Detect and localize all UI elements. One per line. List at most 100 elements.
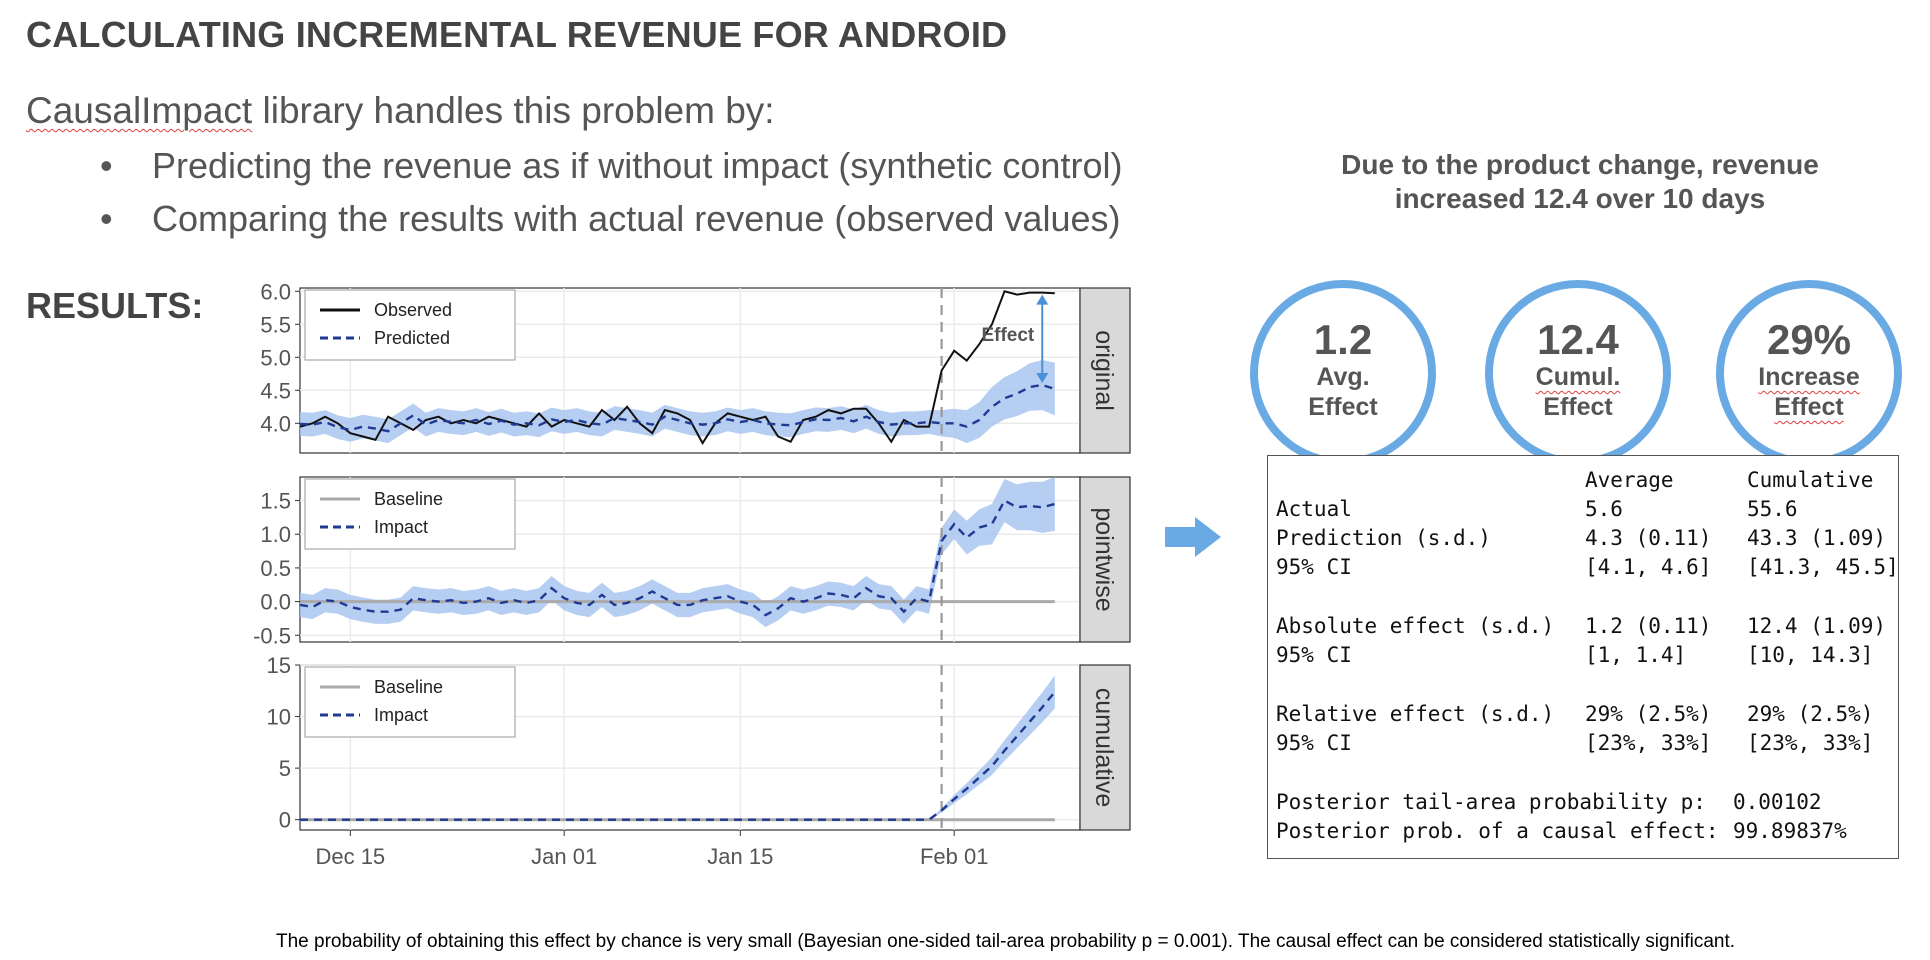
x-tick-label: Feb 01 xyxy=(920,844,989,869)
causal-impact-chart: 4.0 4.5 5.0 5.5 6.0 original Observed Predicted… xyxy=(253,280,1131,869)
x-tick-label: Jan 01 xyxy=(531,844,597,869)
summary-headline: Due to the product change, revenue incre… xyxy=(1270,148,1890,216)
x-tick-label: Dec 15 xyxy=(315,844,385,869)
row-cum: [10, 14.3] xyxy=(1747,643,1874,667)
tail-prob-label: Posterior tail-area probability p: xyxy=(1276,790,1706,814)
right-arrow-icon xyxy=(1165,517,1221,557)
row-avg: 29% (2.5%) xyxy=(1585,702,1712,726)
bullet-item: • Comparing the results with actual reven… xyxy=(100,198,1120,240)
circle-label-line2: Effect xyxy=(1543,393,1613,421)
effect-arrow-head-down xyxy=(1036,373,1049,384)
summary-headline-line1: Due to the product change, revenue xyxy=(1341,149,1819,180)
facet-strip xyxy=(1079,476,1131,643)
circle-value: 1.2 xyxy=(1313,316,1373,363)
row-cum: 12.4 (1.09) xyxy=(1747,614,1887,638)
row-cum: 55.6 xyxy=(1747,497,1798,521)
y-tick-label: 1.5 xyxy=(260,489,291,514)
y-tick-label: 5.5 xyxy=(260,312,291,337)
circle-label-line1: Cumul. xyxy=(1535,363,1621,391)
y-tick-label: 0.5 xyxy=(260,556,291,581)
y-tick-label: 0 xyxy=(279,808,291,833)
y-tick-label: 4.5 xyxy=(260,378,291,403)
interval-band xyxy=(300,359,1055,444)
library-name: CausalImpact xyxy=(26,90,253,131)
circle-label-line1: Increase xyxy=(1758,363,1860,391)
row-avg: [1, 1.4] xyxy=(1585,643,1687,667)
series-line-predicted xyxy=(299,383,1056,433)
y-tick-label: 0.0 xyxy=(260,590,291,615)
legend: Observed Predicted xyxy=(304,289,516,361)
legend: Baseline Impact xyxy=(304,478,516,550)
x-tick-label: Jan 15 xyxy=(707,844,773,869)
causal-prob-value: 99.89837% xyxy=(1733,819,1847,843)
avg-effect-circle: 1.2 Avg. Effect xyxy=(1250,280,1436,466)
effect-arrow-head-up xyxy=(1036,294,1049,305)
circle-label-line2: Effect xyxy=(1774,393,1844,421)
row-label: Actual xyxy=(1276,497,1352,521)
panel-pointwise: -0.5 0.0 0.5 1.0 1.5 pointwise Baseline Impact xyxy=(253,476,1131,648)
y-tick-label: 1.0 xyxy=(260,522,291,547)
panel-original: 4.0 4.5 5.0 5.5 6.0 original Observed Predicted… xyxy=(260,280,1131,454)
legend-label: Predicted xyxy=(374,328,450,348)
bullet-text: Comparing the results with actual revenu… xyxy=(152,198,1121,239)
legend: Baseline Impact xyxy=(304,666,516,738)
summary-headline-line2: increased 12.4 over 10 days xyxy=(1394,183,1766,214)
facet-strip-label: cumulative xyxy=(1090,688,1118,808)
facet-strip xyxy=(1079,664,1131,831)
y-tick-label: 5 xyxy=(279,756,291,781)
facet-strip xyxy=(1079,287,1131,454)
circle-value: 29% xyxy=(1766,316,1852,363)
row-avg: 5.6 xyxy=(1585,497,1623,521)
y-tick-label: 5.0 xyxy=(260,345,291,370)
facet-strip-label: pointwise xyxy=(1090,507,1118,611)
row-cum: 43.3 (1.09) xyxy=(1747,526,1887,550)
y-tick-label: 4.0 xyxy=(260,411,291,436)
legend-label: Impact xyxy=(374,705,428,725)
col-header-cumulative: Cumulative xyxy=(1747,468,1874,492)
y-tick-label: 10 xyxy=(267,705,291,730)
legend-box xyxy=(304,478,516,550)
increase-effect-circle: 29% Increase Effect xyxy=(1716,280,1902,466)
row-avg: 1.2 (0.11) xyxy=(1585,614,1712,638)
causal-prob-label: Posterior prob. of a causal effect: xyxy=(1276,819,1719,843)
footnote: The probability of obtaining this effect… xyxy=(276,931,1736,952)
row-cum: [23%, 33%] xyxy=(1747,731,1874,755)
row-label: 95% CI xyxy=(1276,643,1352,667)
bullet-dot-icon: • xyxy=(100,198,113,239)
row-label: 95% CI xyxy=(1276,555,1352,579)
intro-text: CausalImpact library handles this proble… xyxy=(26,90,775,132)
legend-label: Observed xyxy=(374,300,452,320)
bullet-item: • Predicting the revenue as if without im… xyxy=(100,145,1122,187)
circle-label-line2: Effect xyxy=(1308,393,1378,421)
row-cum: 29% (2.5%) xyxy=(1747,702,1874,726)
row-cum: [41.3, 45.5] xyxy=(1747,555,1899,579)
series-line-impact xyxy=(299,498,1056,617)
page-title: CALCULATING INCREMENTAL REVENUE FOR ANDR… xyxy=(26,14,1008,55)
row-label: Relative effect (s.d.) xyxy=(1276,702,1555,726)
y-tick-label: -0.5 xyxy=(253,623,291,648)
y-tick-label: 6.0 xyxy=(260,280,291,304)
legend-label: Baseline xyxy=(374,489,443,509)
legend-label: Impact xyxy=(374,517,428,537)
legend-box xyxy=(304,289,516,361)
panel-cumulative: 0 5 10 15 cumulative Baseline Impact Dec 15 Jan … xyxy=(267,653,1131,869)
row-label: Absolute effect (s.d.) xyxy=(1276,614,1555,638)
circle-label-line1: Avg. xyxy=(1316,363,1370,391)
col-header-average: Average xyxy=(1585,468,1674,492)
row-avg: [23%, 33%] xyxy=(1585,731,1712,755)
legend-box xyxy=(304,666,516,738)
effect-annotation: Effect xyxy=(981,325,1034,346)
bullet-dot-icon: • xyxy=(100,145,113,186)
bullet-text: Predicting the revenue as if without imp… xyxy=(152,145,1123,186)
facet-strip-label: original xyxy=(1090,330,1118,411)
row-avg: 4.3 (0.11) xyxy=(1585,526,1712,550)
cumul-effect-circle: 12.4 Cumul. Effect xyxy=(1485,280,1671,466)
row-label: Prediction (s.d.) xyxy=(1276,526,1491,550)
intro-rest: library handles this problem by: xyxy=(252,90,775,131)
row-avg: [4.1, 4.6] xyxy=(1585,555,1712,579)
y-tick-label: 15 xyxy=(267,653,291,678)
row-label: 95% CI xyxy=(1276,731,1352,755)
legend-label: Baseline xyxy=(374,677,443,697)
tail-prob-value: 0.00102 xyxy=(1733,790,1822,814)
series-line-observed xyxy=(299,290,1055,446)
